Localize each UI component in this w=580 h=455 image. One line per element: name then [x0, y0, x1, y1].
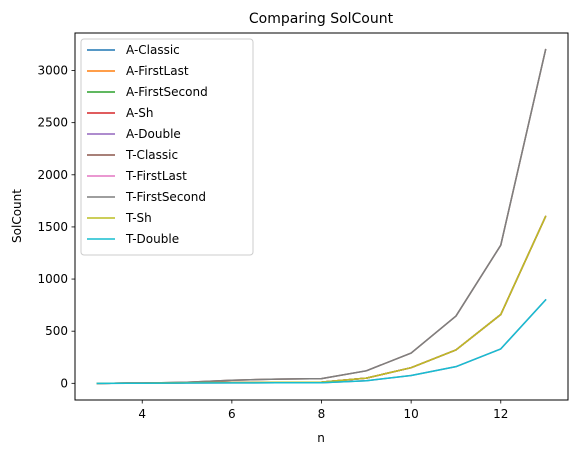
y-tick-label: 2000 [37, 168, 68, 182]
y-tick-label: 2500 [37, 116, 68, 130]
y-tick-label: 0 [60, 376, 68, 390]
legend-box [80, 38, 254, 256]
y-tick-label: 3000 [37, 64, 68, 78]
y-axis-ticks: 0 500 1000 1500 2000 2500 3000 [37, 64, 75, 390]
chart-title: Comparing SolCount [249, 11, 394, 27]
y-axis-label: SolCount [10, 189, 24, 243]
legend-label: A-FirstLast [126, 64, 189, 78]
x-tick-label: 4 [138, 407, 146, 421]
x-axis-ticks: 4 6 8 10 12 [138, 400, 508, 421]
x-axis-label: n [317, 431, 325, 445]
x-tick-label: 8 [318, 407, 326, 421]
x-tick-label: 10 [403, 407, 418, 421]
series-line-t-double [96, 298, 547, 385]
plot-lines [96, 48, 547, 385]
legend-label: T-Double [125, 232, 179, 246]
legend-label: T-FirstSecond [125, 190, 206, 204]
legend: A-Classic A-FirstLast A-FirstSecond A-Sh A-D… [80, 38, 254, 256]
x-tick-label: 12 [493, 407, 508, 421]
legend-label: T-FirstLast [125, 169, 187, 183]
legend-label: T-Sh [125, 211, 152, 225]
legend-label: A-FirstSecond [126, 85, 208, 99]
y-tick-label: 1500 [37, 220, 68, 234]
legend-label: A-Classic [126, 43, 180, 57]
legend-label: A-Double [126, 127, 181, 141]
x-tick-label: 6 [228, 407, 236, 421]
y-tick-label: 500 [45, 324, 68, 338]
legend-label: T-Classic [125, 148, 178, 162]
legend-label: A-Sh [126, 106, 154, 120]
y-tick-label: 1000 [37, 272, 68, 286]
